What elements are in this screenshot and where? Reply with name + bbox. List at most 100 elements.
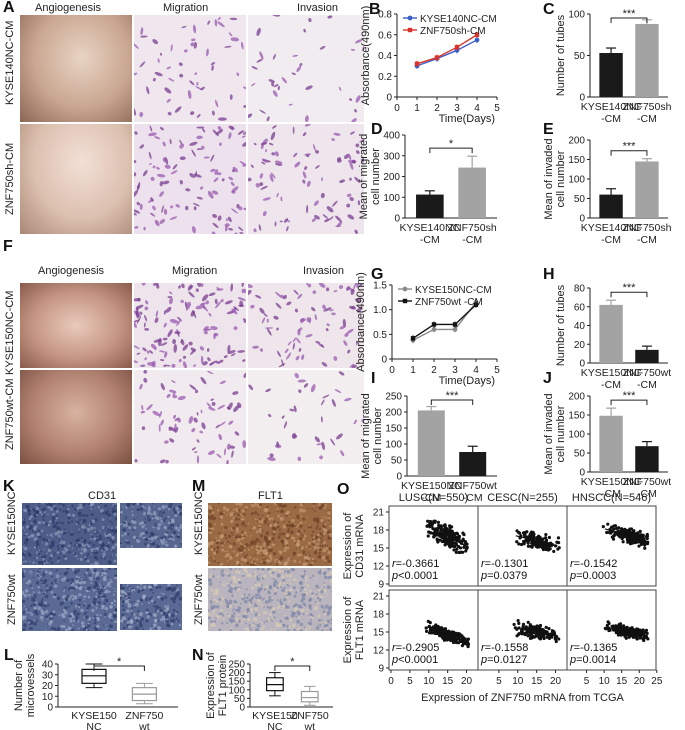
tissue-mark <box>90 508 93 511</box>
tissue-mark <box>30 508 33 510</box>
cell-mark <box>168 77 175 82</box>
cell-mark <box>187 90 192 99</box>
tissue-mark <box>24 555 27 558</box>
scatter-point <box>614 631 618 635</box>
tissue-mark <box>110 528 115 533</box>
tissue-mark <box>32 561 35 564</box>
tissue-mark <box>114 503 117 505</box>
tissue-mark <box>103 591 106 594</box>
cell-mark <box>350 131 355 135</box>
tissue-mark <box>156 533 158 536</box>
cell-mark <box>237 350 246 353</box>
tissue-mark <box>35 525 38 528</box>
cell-mark <box>333 132 341 136</box>
tissue-mark <box>163 525 166 529</box>
scatter-point <box>449 631 453 635</box>
migration-image-znf750wt <box>134 370 246 464</box>
scatter-point <box>638 529 642 533</box>
cell-mark <box>140 35 148 38</box>
scatter-point <box>437 525 441 529</box>
x-tick-label: 20 <box>461 676 473 687</box>
cell-mark <box>192 310 197 319</box>
cell-mark <box>200 409 203 414</box>
cell-mark <box>270 131 276 141</box>
cell-mark <box>200 355 204 365</box>
cell-mark <box>242 141 246 147</box>
cell-mark <box>308 18 312 23</box>
cell-mark <box>224 300 233 305</box>
tissue-mark <box>86 623 91 628</box>
tissue-mark <box>59 509 61 512</box>
cell-mark <box>196 439 200 443</box>
panel-letter-o: O <box>337 481 349 498</box>
cell-mark <box>253 142 257 146</box>
tissue-mark <box>28 517 32 520</box>
cell-mark <box>134 319 139 323</box>
tissue-mark <box>99 530 101 532</box>
cell-mark <box>286 301 292 306</box>
cell-mark <box>228 420 234 425</box>
tissue-mark <box>133 536 136 540</box>
tissue-mark <box>144 530 149 535</box>
scatter-point <box>523 633 527 637</box>
cell-mark <box>217 215 222 221</box>
tissue-mark <box>78 528 80 531</box>
tissue-mark <box>67 595 70 598</box>
tissue-mark <box>111 522 113 524</box>
tissue-mark <box>62 588 64 591</box>
scatter-point <box>452 548 456 552</box>
cell-mark <box>336 433 343 440</box>
tissue-mark <box>95 550 97 553</box>
tissue-mark <box>130 545 133 548</box>
x-tick-label: 2 <box>431 365 437 376</box>
tissue-mark <box>92 544 95 547</box>
tissue-mark <box>167 508 171 511</box>
cell-mark <box>164 440 169 444</box>
tissue-mark <box>111 540 115 544</box>
y-axis-label: Mean of migratedcell number <box>358 134 382 220</box>
y-tick-label: 12 <box>373 562 385 573</box>
caption-angiogenesis-a: Angiogenesis <box>35 2 102 14</box>
tissue-mark <box>50 568 53 570</box>
cell-mark <box>228 125 235 130</box>
y-tick-label: 60 <box>574 302 586 313</box>
tissue-mark <box>61 521 65 525</box>
p-value: p=0.0127 <box>480 654 527 666</box>
scatter-point <box>621 540 625 544</box>
cell-mark <box>241 283 245 288</box>
tissue-mark <box>35 513 38 516</box>
y-axis-label: Number ofmicrovessels <box>13 653 37 717</box>
cell-mark <box>164 164 171 169</box>
cell-mark <box>286 352 292 360</box>
tissue-mark <box>34 506 37 508</box>
tissue-mark <box>100 545 102 548</box>
tissue-mark <box>76 612 80 616</box>
x-tick-label: 10 <box>599 676 611 687</box>
series-line <box>416 34 478 65</box>
scatter-point <box>435 537 439 541</box>
tissue-mark <box>89 526 94 531</box>
cell-mark <box>266 318 269 323</box>
x-tick-label: 10 <box>423 676 435 687</box>
cell-mark <box>298 327 303 332</box>
data-point <box>454 45 460 50</box>
cell-mark <box>207 357 211 362</box>
scatter-point <box>545 635 550 639</box>
scatter-point <box>425 629 429 633</box>
cell-mark <box>300 318 305 324</box>
tissue-mark <box>89 522 93 526</box>
scatter-point <box>531 530 535 535</box>
cell-mark <box>305 334 313 338</box>
cell-mark <box>201 145 205 150</box>
tissue-mark <box>99 508 104 513</box>
tissue-mark <box>107 541 110 544</box>
cell-mark <box>272 90 278 97</box>
scatter-point <box>638 628 642 632</box>
tissue-mark <box>81 553 83 555</box>
tissue-mark <box>102 585 105 588</box>
cell-mark <box>219 421 226 426</box>
cell-mark <box>259 182 264 187</box>
cell-mark <box>164 156 169 165</box>
x-tick-label: ZNF750wt <box>448 480 497 492</box>
tissue-mark <box>36 532 41 537</box>
